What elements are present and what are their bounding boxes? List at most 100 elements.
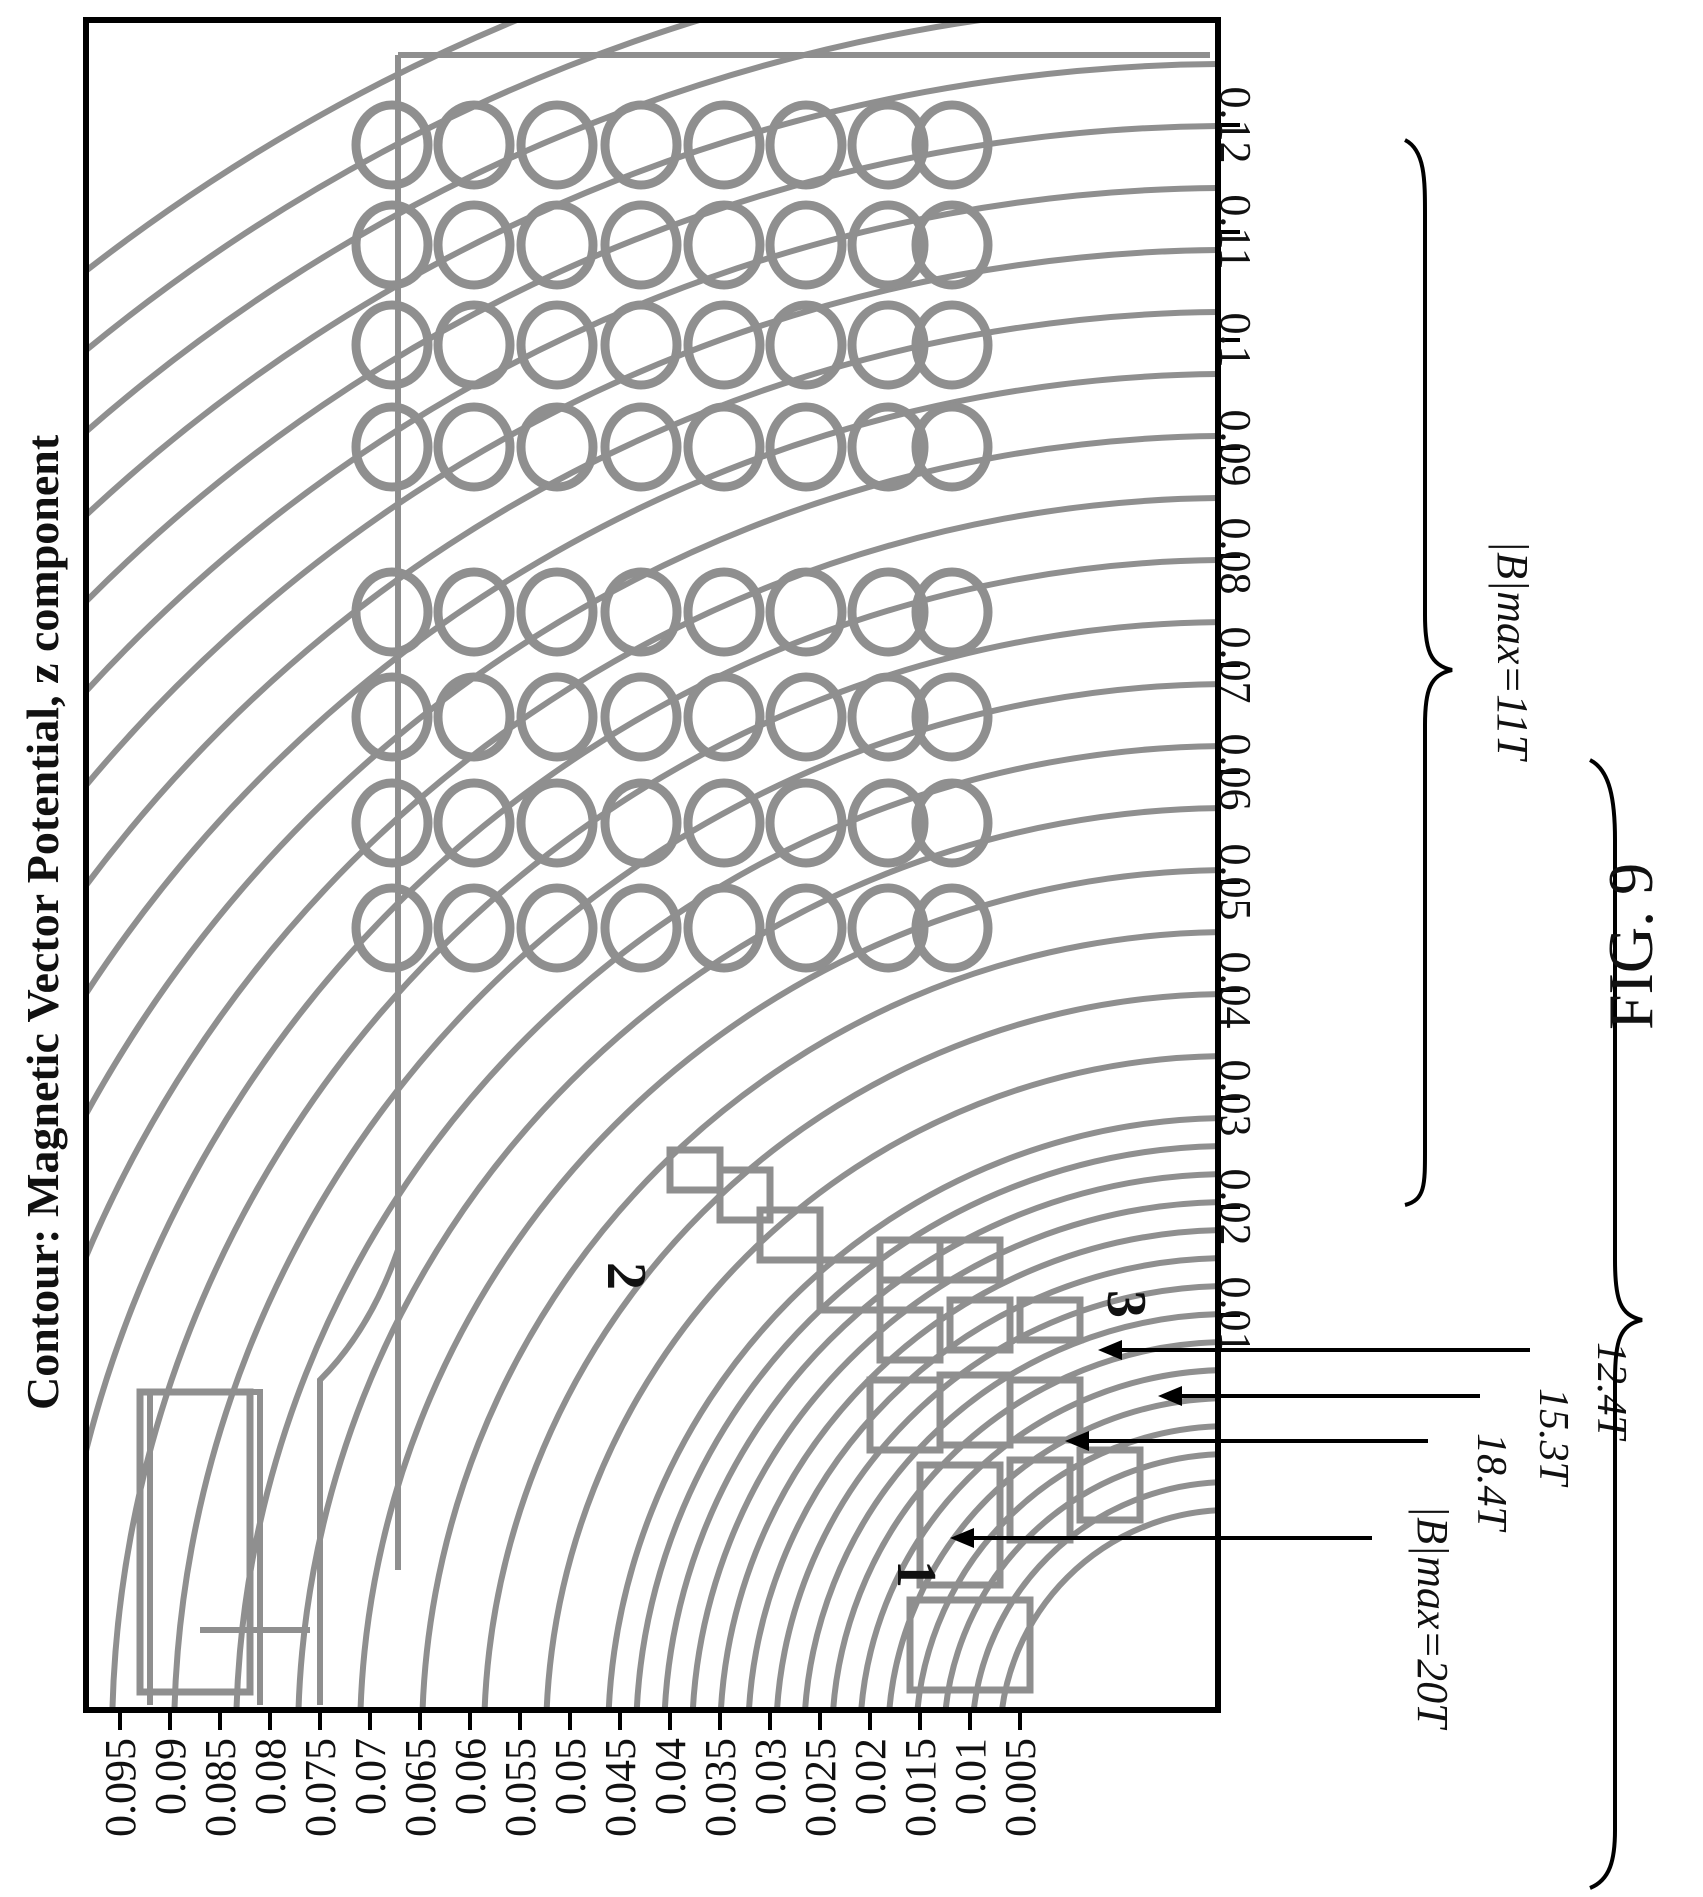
coil-strand [433, 567, 515, 657]
coil-strand [516, 567, 598, 657]
coil-strand [683, 883, 765, 973]
coil-strand [516, 100, 598, 190]
figure-label: FIG. 9 [1595, 863, 1666, 1030]
coil-strand [516, 672, 598, 762]
tick-label-vertical: 0.11 [1211, 194, 1260, 269]
coil-strand [847, 672, 929, 762]
brace-outer-coil [1403, 138, 1453, 1207]
coil-strand [911, 300, 993, 390]
coil-strand [911, 883, 993, 973]
tick-label-vertical: 0.09 [1211, 410, 1260, 487]
tick-label-horizontal: 0.025 [796, 1738, 845, 1837]
axis-horizontal: 0.095 0.09 0.085 0.08 0.075 0.07 0.065 0.06 0.05… [96, 1710, 1045, 1837]
coil-strand [600, 778, 682, 868]
contour-line [86, 557, 1218, 1464]
plot-frame [83, 17, 1221, 1713]
field-label-12-4: 12.4T [1588, 1342, 1634, 1442]
insert-block [946, 1296, 1014, 1354]
coil-strand [433, 672, 515, 762]
insert-block [716, 1166, 774, 1224]
insert-block [916, 1461, 1004, 1589]
contour-line [481, 991, 1218, 1710]
coil-strand [911, 100, 993, 190]
tick-label-vertical: 0.02 [1211, 1169, 1260, 1246]
coil-strand [765, 778, 847, 868]
tick-label-vertical: 0.08 [1211, 518, 1260, 595]
coil-strand [433, 300, 515, 390]
contour-line [86, 309, 1218, 891]
insert-block [1076, 1446, 1144, 1524]
coil-strand [847, 100, 929, 190]
coil-strand [765, 883, 847, 973]
insert-block [816, 1256, 884, 1314]
insert-block [666, 1146, 724, 1194]
coil-strand [847, 200, 929, 290]
block-label-1: 1 [885, 1560, 947, 1588]
coil-strand [433, 778, 515, 868]
tick-label-horizontal: 0.065 [396, 1738, 445, 1837]
contour-line [295, 805, 1218, 1710]
contour-line [86, 247, 1218, 791]
coil-strand [600, 883, 682, 973]
coil-strand [516, 200, 598, 290]
tick-label-horizontal: 0.04 [646, 1738, 695, 1815]
tick-label-horizontal: 0.085 [196, 1738, 245, 1837]
coil-strand [847, 567, 929, 657]
tick-label-horizontal: 0.075 [296, 1738, 345, 1837]
tick-label-horizontal: 0.06 [446, 1738, 495, 1815]
coil-strand [911, 567, 993, 657]
coil-strand [600, 100, 682, 190]
tick-label-horizontal: 0.09 [146, 1738, 195, 1815]
contour-line [357, 867, 1218, 1710]
insert-coil-blocks [136, 1146, 1144, 1696]
contour-line [999, 1507, 1218, 1710]
coil-strand [683, 567, 765, 657]
contour-line [543, 1053, 1218, 1710]
tick-label-horizontal: 0.02 [846, 1738, 895, 1815]
contour-line [746, 1255, 1218, 1710]
contour-line [86, 495, 1218, 1265]
insert-block [1006, 1376, 1084, 1444]
coil-strand [683, 778, 765, 868]
tick-label-horizontal: 0.08 [246, 1738, 295, 1815]
coil-strand [765, 672, 847, 762]
tick-label-horizontal: 0.045 [596, 1738, 645, 1837]
coil-strand [600, 200, 682, 290]
coil-strand [600, 300, 682, 390]
tick-label-horizontal: 0.035 [696, 1738, 745, 1837]
contour-line [830, 1339, 1218, 1710]
contour-line [661, 1171, 1218, 1710]
tick-label-vertical: 0.04 [1211, 952, 1260, 1029]
tick-label-horizontal: 0.015 [896, 1738, 945, 1837]
contour-line [774, 1283, 1218, 1710]
coil-strand [911, 672, 993, 762]
yoke-block [136, 1388, 254, 1696]
contour-line [689, 1199, 1218, 1710]
coil-strand [765, 402, 847, 492]
tick-label-horizontal: 0.005 [996, 1738, 1045, 1837]
coil-strand [847, 300, 929, 390]
tick-label-vertical: 0.06 [1211, 734, 1260, 811]
contour-line [802, 1311, 1218, 1710]
coil-strand [433, 402, 515, 492]
contour-line [970, 1479, 1218, 1710]
coil-strand [683, 200, 765, 290]
coil-strand [847, 778, 929, 868]
coil-strand [911, 778, 993, 868]
coil-strand [351, 567, 433, 657]
contour-line [171, 681, 1218, 1710]
contour-line [86, 371, 1218, 1000]
tick-label-vertical: 0.07 [1211, 627, 1260, 704]
coil-strand [683, 100, 765, 190]
coil-strand [765, 300, 847, 390]
coil-strand [433, 883, 515, 973]
pole-block [906, 1596, 1034, 1694]
coil-strand [911, 200, 993, 290]
coil-strand [351, 100, 433, 190]
brace-inner-coil [1588, 758, 1643, 1890]
tick-label-vertical: 0.03 [1211, 1060, 1260, 1137]
contour-line [419, 929, 1218, 1710]
coil-strand [683, 300, 765, 390]
coil-strand [600, 567, 682, 657]
